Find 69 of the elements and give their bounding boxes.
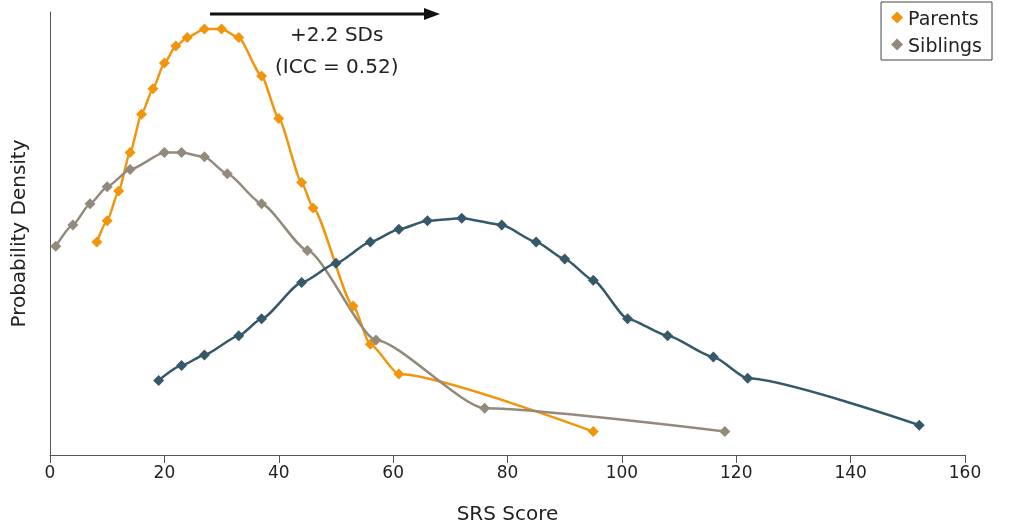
point xyxy=(256,70,268,82)
point xyxy=(719,426,731,438)
point xyxy=(256,313,268,325)
annotation: (ICC = 0.52) xyxy=(275,54,399,78)
point xyxy=(124,147,136,159)
point xyxy=(158,147,170,159)
point xyxy=(393,223,405,235)
point xyxy=(330,257,342,269)
point xyxy=(136,108,147,120)
point xyxy=(233,330,245,342)
point xyxy=(198,349,210,361)
point xyxy=(913,419,925,431)
point xyxy=(662,330,674,342)
point xyxy=(176,360,188,372)
x-tick-label: 80 xyxy=(496,461,519,482)
legend-label: Parents xyxy=(908,6,979,29)
annotation: +2.2 SDs xyxy=(290,22,384,46)
point xyxy=(181,32,193,44)
point xyxy=(101,215,113,227)
point xyxy=(307,202,319,214)
legend-label: Siblings xyxy=(908,33,983,56)
point xyxy=(742,372,754,384)
point xyxy=(176,147,188,159)
point xyxy=(91,236,103,248)
point xyxy=(393,368,405,380)
point xyxy=(124,164,136,176)
point xyxy=(170,40,182,52)
x-tick-label: 0 xyxy=(44,461,56,482)
point xyxy=(216,23,228,35)
point xyxy=(296,176,308,188)
point xyxy=(530,236,542,248)
x-tick-label: 20 xyxy=(153,461,176,482)
point xyxy=(198,151,210,163)
point xyxy=(147,83,159,95)
point xyxy=(496,219,508,231)
point xyxy=(158,57,170,69)
point xyxy=(364,236,376,248)
x-tick-label: 120 xyxy=(720,461,753,482)
point xyxy=(113,185,125,197)
point xyxy=(50,240,62,252)
x-tick-label: 100 xyxy=(605,461,639,482)
point xyxy=(273,112,285,124)
y-axis-title: Probability Density xyxy=(6,139,30,328)
point xyxy=(707,351,719,363)
point xyxy=(198,23,210,35)
point xyxy=(622,313,634,325)
x-axis-title: SRS Score xyxy=(456,501,559,525)
x-tick-label: 40 xyxy=(267,461,290,482)
point xyxy=(479,402,491,414)
point xyxy=(587,426,599,438)
point xyxy=(221,168,233,180)
point xyxy=(84,198,96,210)
point xyxy=(587,274,599,286)
x-tick-label: 140 xyxy=(834,461,867,482)
point xyxy=(559,253,571,265)
point xyxy=(153,374,165,386)
point xyxy=(370,334,382,346)
point xyxy=(101,181,113,193)
point xyxy=(301,245,313,257)
x-tick-label: 60 xyxy=(382,461,404,482)
point xyxy=(233,32,245,44)
point xyxy=(256,198,268,210)
point xyxy=(67,219,79,231)
x-tick-label: 160 xyxy=(948,461,982,482)
point xyxy=(421,215,433,227)
point xyxy=(456,212,468,224)
point xyxy=(347,300,359,312)
point xyxy=(296,276,308,288)
point xyxy=(364,338,376,350)
